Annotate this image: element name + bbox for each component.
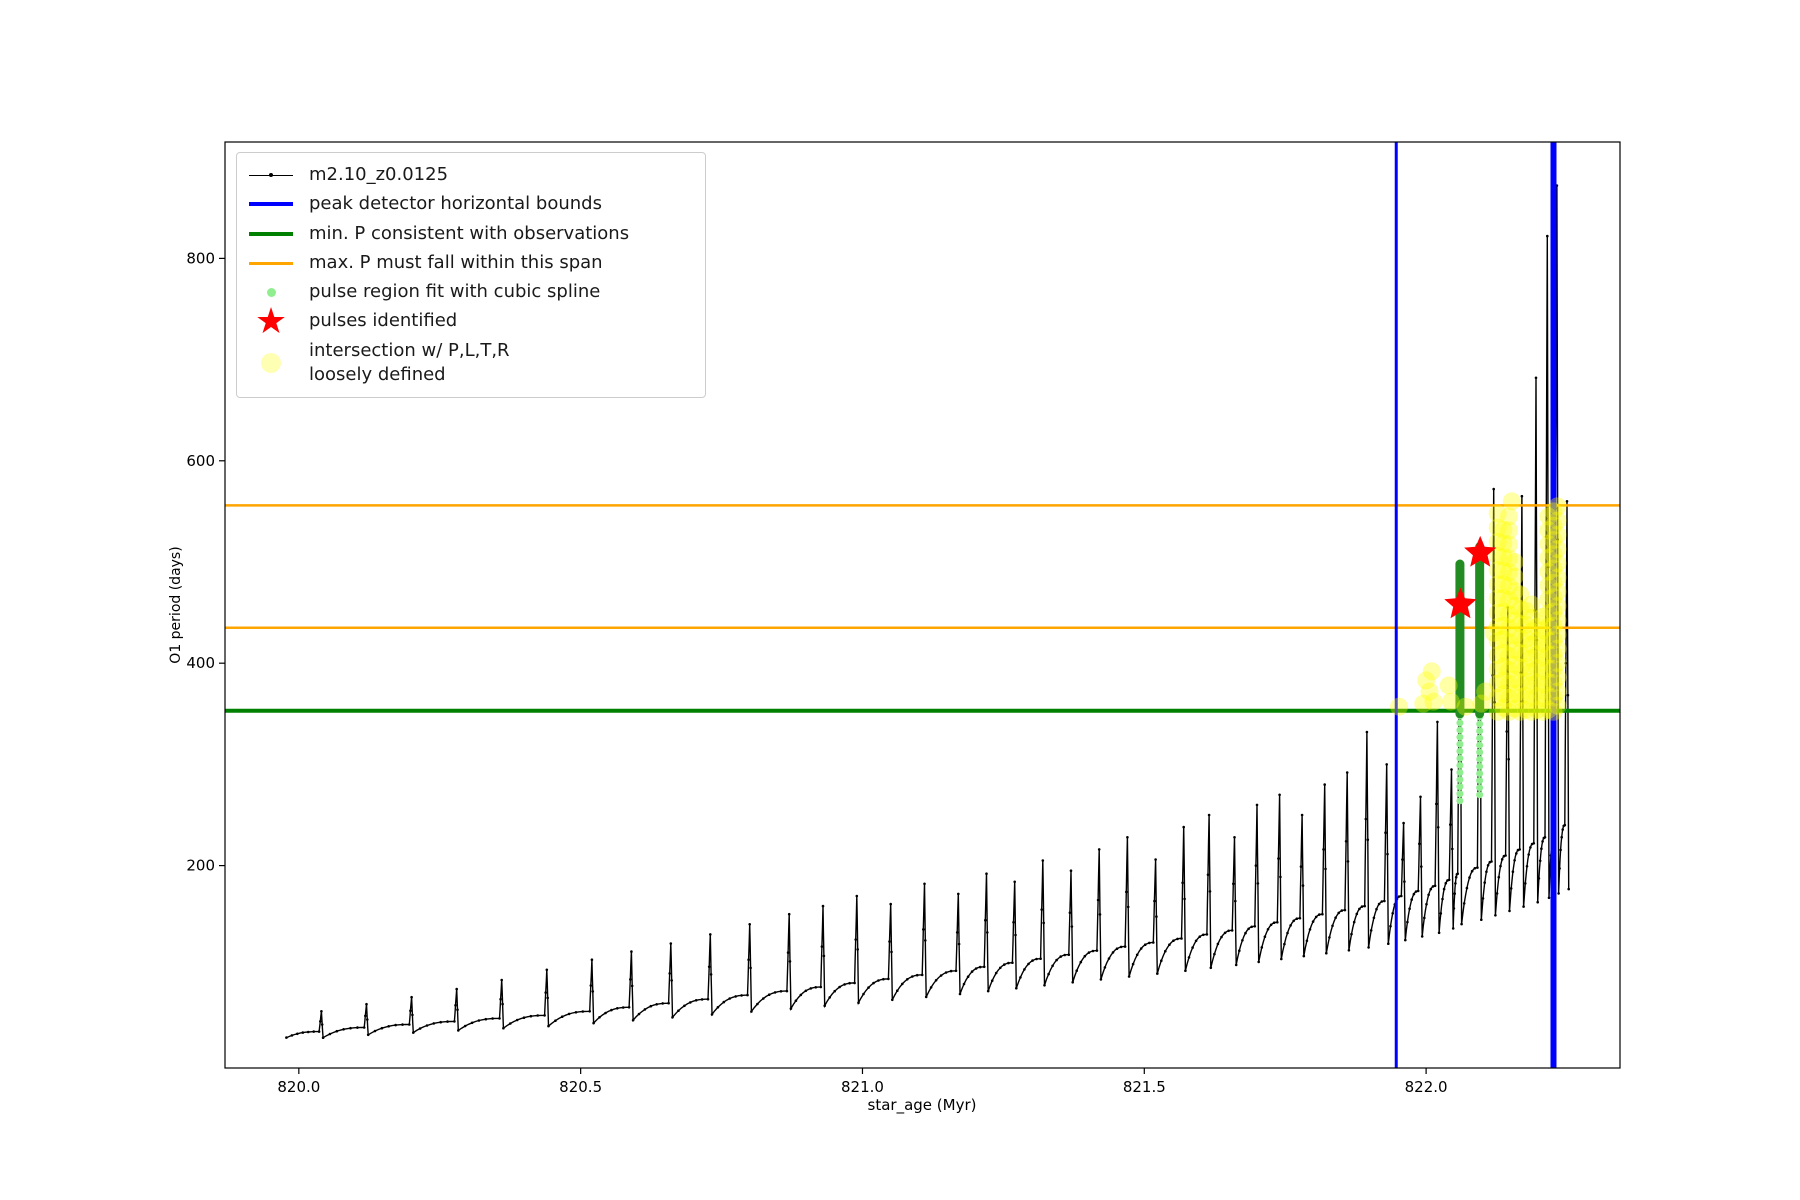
legend-label: intersection w/ P,L,T,R loosely defined [309, 339, 510, 386]
x-tick-label: 820.5 [559, 1078, 602, 1096]
legend-item: peak detector horizontal bounds [247, 192, 687, 216]
legend-label: max. P must fall within this span [309, 251, 603, 273]
plot-data [225, 142, 1620, 1068]
x-tick-label: 821.0 [841, 1078, 884, 1096]
legend-item: intersection w/ P,L,T,R loosely defined [247, 339, 687, 388]
legend-item: min. P consistent with observations [247, 222, 687, 246]
legend-item: ★ pulses identified [247, 300, 687, 342]
blue-line-icon [247, 202, 295, 207]
series-line [285, 184, 1570, 1039]
y-tick-label: 200 [186, 857, 215, 875]
intersection-dots [1390, 492, 1567, 721]
legend-label: pulses identified [309, 310, 458, 332]
legend-item: m2.10_z0.0125 [247, 163, 687, 187]
y-tick-label: 800 [186, 249, 215, 267]
green-line-icon [247, 231, 295, 236]
y-tick-label: 400 [186, 654, 215, 672]
legend-item: max. P must fall within this span [247, 251, 687, 275]
x-axis-label: star_age (Myr) [867, 1096, 977, 1114]
y-tick-label: 600 [186, 452, 215, 470]
pulse-star-icon [1444, 587, 1477, 619]
x-tick-label: 822.0 [1405, 1078, 1448, 1096]
legend-label: peak detector horizontal bounds [309, 193, 602, 215]
x-tick-label: 820.0 [277, 1078, 320, 1096]
legend-label: pulse region fit with cubic spline [309, 281, 601, 303]
x-tick-label: 821.5 [1123, 1078, 1166, 1096]
plot-frame [224, 141, 1621, 1069]
y-axis-label: O1 period (days) [168, 546, 184, 664]
green-dot-icon [247, 287, 295, 297]
legend-label: min. P consistent with observations [309, 222, 630, 244]
pulse-star-icon [1464, 535, 1497, 567]
red-star-icon: ★ [254, 300, 288, 342]
yellow-dot-icon [247, 353, 295, 374]
legend-item: pulse region fit with cubic spline [247, 280, 687, 304]
series-line-icon [247, 173, 295, 178]
spline-fit-dots [1456, 712, 1484, 805]
legend-label: m2.10_z0.0125 [309, 164, 449, 185]
orange-line-icon [247, 261, 295, 265]
